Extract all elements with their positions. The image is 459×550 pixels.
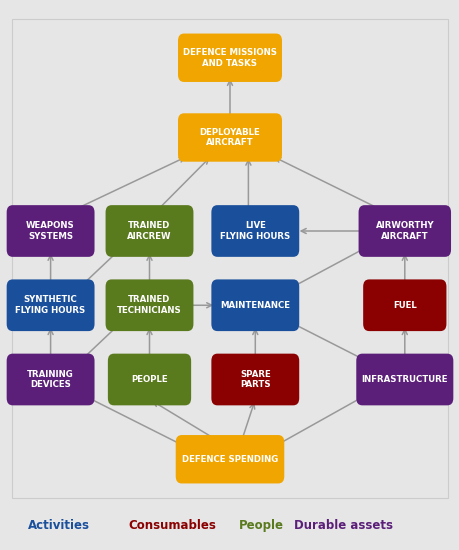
Text: TRAINED
AIRCREW: TRAINED AIRCREW — [127, 221, 171, 241]
Text: SYNTHETIC
FLYING HOURS: SYNTHETIC FLYING HOURS — [16, 295, 85, 315]
Text: SPARE
PARTS: SPARE PARTS — [240, 370, 270, 389]
FancyBboxPatch shape — [211, 354, 299, 405]
FancyBboxPatch shape — [211, 279, 299, 331]
Text: People: People — [239, 519, 284, 532]
Text: TRAINED
TECHNICIANS: TRAINED TECHNICIANS — [117, 295, 181, 315]
FancyBboxPatch shape — [6, 205, 95, 257]
Text: INFRASTRUCTURE: INFRASTRUCTURE — [361, 375, 447, 384]
FancyBboxPatch shape — [175, 435, 284, 483]
Text: FUEL: FUEL — [392, 301, 416, 310]
FancyBboxPatch shape — [211, 205, 299, 257]
Text: LIVE
FLYING HOURS: LIVE FLYING HOURS — [220, 221, 290, 241]
Text: Activities: Activities — [28, 519, 90, 532]
Text: Durable assets: Durable assets — [294, 519, 392, 532]
FancyBboxPatch shape — [106, 279, 193, 331]
FancyBboxPatch shape — [178, 113, 281, 162]
FancyBboxPatch shape — [358, 205, 450, 257]
Text: AIRWORTHY
AIRCRAFT: AIRWORTHY AIRCRAFT — [375, 221, 433, 241]
FancyBboxPatch shape — [363, 279, 445, 331]
Text: WEAPONS
SYSTEMS: WEAPONS SYSTEMS — [26, 221, 75, 241]
FancyBboxPatch shape — [6, 354, 95, 405]
FancyBboxPatch shape — [6, 279, 95, 331]
Text: MAINTENANCE: MAINTENANCE — [220, 301, 290, 310]
Text: DEFENCE SPENDING: DEFENCE SPENDING — [181, 455, 278, 464]
Text: PEOPLE: PEOPLE — [131, 375, 168, 384]
FancyBboxPatch shape — [178, 34, 281, 82]
Text: Consumables: Consumables — [129, 519, 216, 532]
FancyBboxPatch shape — [106, 205, 193, 257]
Text: DEFENCE MISSIONS
AND TASKS: DEFENCE MISSIONS AND TASKS — [183, 48, 276, 68]
Text: DEPLOYABLE
AIRCRAFT: DEPLOYABLE AIRCRAFT — [199, 128, 260, 147]
Text: TRAINING
DEVICES: TRAINING DEVICES — [27, 370, 74, 389]
FancyBboxPatch shape — [107, 354, 191, 405]
FancyBboxPatch shape — [355, 354, 453, 405]
